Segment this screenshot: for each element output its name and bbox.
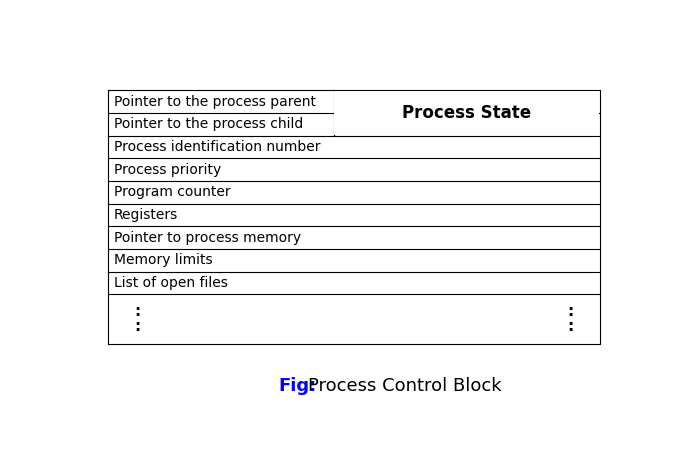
Text: Pointer to process memory: Pointer to process memory: [114, 230, 301, 245]
Text: Process identification number: Process identification number: [114, 140, 321, 154]
Text: Registers: Registers: [114, 208, 178, 222]
Text: :: :: [567, 320, 573, 334]
Text: List of open files: List of open files: [114, 276, 228, 290]
Text: Pointer to the process child: Pointer to the process child: [114, 117, 304, 131]
Text: Program counter: Program counter: [114, 185, 230, 199]
Text: Process Control Block: Process Control Block: [308, 377, 502, 395]
Text: :: :: [134, 320, 140, 334]
Text: Process priority: Process priority: [114, 163, 221, 177]
Text: :: :: [134, 304, 140, 319]
Text: Memory limits: Memory limits: [114, 253, 213, 267]
Text: Fig:: Fig:: [279, 377, 317, 395]
Text: Pointer to the process parent: Pointer to the process parent: [114, 94, 316, 109]
Text: :: :: [567, 304, 573, 319]
Text: Process State: Process State: [402, 104, 531, 122]
Bar: [335, 91, 599, 135]
